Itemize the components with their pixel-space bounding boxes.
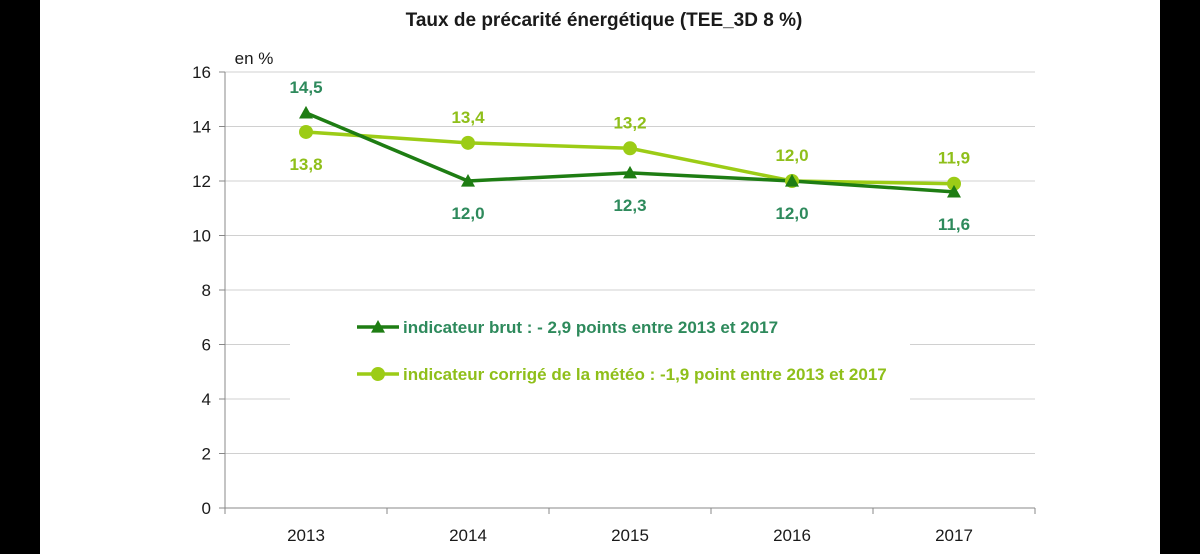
series-group bbox=[299, 105, 961, 198]
x-tick-label: 2013 bbox=[287, 526, 325, 545]
data-label: 12,0 bbox=[775, 146, 808, 165]
data-label: 12,3 bbox=[613, 196, 646, 215]
x-tick-label: 2015 bbox=[611, 526, 649, 545]
legend-background bbox=[290, 305, 910, 400]
data-labels: 14,5 12,0 12,3 12,0 11,6 13,8 13,4 13,2 12,0 11,9 bbox=[289, 78, 970, 234]
data-point-1 bbox=[299, 124, 313, 139]
data-label: 14,5 bbox=[289, 78, 322, 97]
y-tick-label: 4 bbox=[202, 390, 211, 409]
y-tick-label: 10 bbox=[192, 227, 211, 246]
data-label: 13,4 bbox=[451, 108, 485, 127]
y-tick-label: 6 bbox=[202, 336, 211, 355]
chart-title: Taux de précarité énergétique (TEE_3D 8 … bbox=[406, 10, 803, 31]
data-label: 11,6 bbox=[938, 215, 970, 234]
chart-frame: Taux de précarité énergétique (TEE_3D 8 … bbox=[40, 0, 1160, 554]
y-tick-label: 0 bbox=[202, 499, 211, 518]
x-tick-label: 2014 bbox=[449, 526, 487, 545]
legend: indicateur brut : - 2,9 points entre 201… bbox=[290, 305, 910, 400]
legend-swatch-marker bbox=[371, 320, 385, 333]
legend-entry: indicateur brut : - 2,9 points entre 201… bbox=[403, 318, 778, 337]
line-chart: Taux de précarité énergétique (TEE_3D 8 … bbox=[192, 10, 1036, 545]
data-point-0 bbox=[623, 165, 637, 179]
axes: 0 2 4 6 8 10 12 14 16 2013 2014 2015 2016 2017 bbox=[192, 63, 1036, 545]
x-tick-label: 2016 bbox=[773, 526, 811, 545]
data-point-1 bbox=[461, 135, 475, 150]
x-tick-label: 2017 bbox=[935, 526, 973, 545]
y-tick-label: 2 bbox=[202, 445, 211, 464]
data-point-0 bbox=[947, 184, 961, 198]
y-tick-label: 12 bbox=[192, 172, 211, 191]
data-point-1 bbox=[623, 141, 637, 156]
data-label: 13,8 bbox=[289, 155, 322, 174]
data-label: 13,2 bbox=[613, 113, 646, 132]
data-point-1 bbox=[947, 176, 961, 191]
y-unit-label: en % bbox=[235, 49, 274, 68]
data-label: 12,0 bbox=[451, 204, 484, 223]
legend-entry: indicateur corrigé de la météo : -1,9 po… bbox=[403, 365, 887, 384]
y-tick-label: 8 bbox=[202, 281, 211, 300]
data-point-0 bbox=[461, 174, 475, 187]
legend-swatch-marker bbox=[371, 367, 385, 381]
data-point-0 bbox=[299, 105, 313, 119]
data-point-0 bbox=[785, 174, 799, 187]
y-tick-label: 14 bbox=[192, 118, 211, 137]
data-label: 11,9 bbox=[938, 149, 970, 168]
y-tick-label: 16 bbox=[192, 63, 211, 82]
data-label: 12,0 bbox=[775, 204, 808, 223]
